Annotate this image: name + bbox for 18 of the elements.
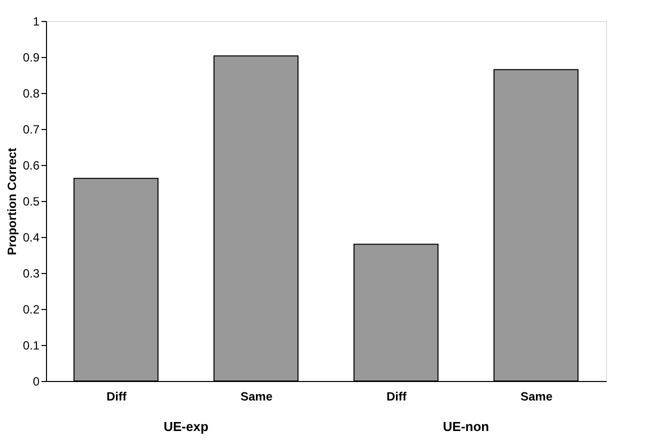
y-tick-label: 0.7 — [22, 122, 40, 136]
y-tick-label: 0.6 — [22, 158, 40, 172]
x-tick-label: Diff — [386, 390, 408, 404]
y-tick-label: 0.9 — [22, 50, 40, 64]
y-tick-label: 0.2 — [22, 302, 40, 316]
y-axis-title: Proportion Correct — [4, 148, 19, 256]
y-tick-label: 0.3 — [22, 266, 40, 280]
y-tick-label: 0 — [32, 374, 40, 388]
y-tick-label: 0.8 — [22, 86, 40, 100]
text: UE-exp — [164, 419, 208, 434]
y-tick-label: 0.4 — [22, 230, 40, 244]
x-tick-label: Diff — [106, 390, 128, 404]
y-tick-label: 0.1 — [22, 338, 40, 352]
y-tick-label: 0.5 — [22, 194, 40, 208]
x-tick-label: Same — [240, 390, 273, 404]
x-tick-label: Same — [520, 390, 553, 404]
text: UE-non — [442, 419, 490, 434]
y-tick-label: 1 — [32, 14, 40, 28]
